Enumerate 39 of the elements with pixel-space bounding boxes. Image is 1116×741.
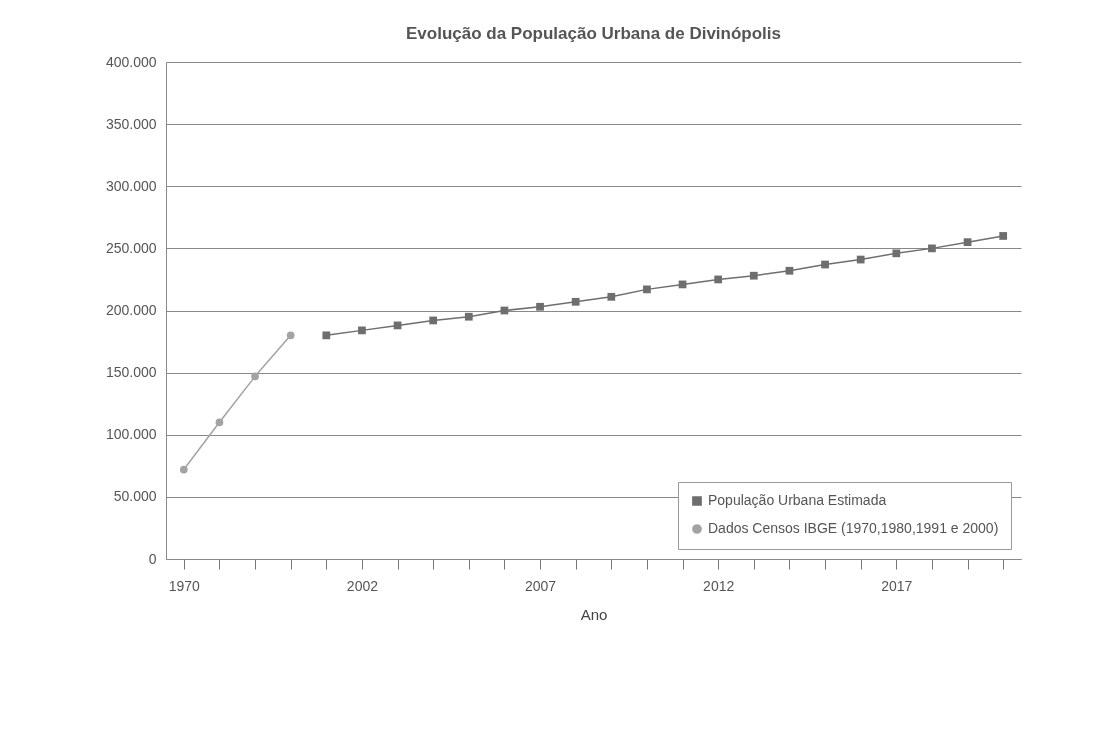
chart-title: Evolução da População Urbana de Divinópolis (405, 24, 782, 43)
x-tick-label: 2017 (881, 577, 913, 594)
point (607, 292, 616, 301)
y-tick-label: 200.000 (105, 302, 157, 318)
point (928, 244, 936, 253)
point (821, 260, 829, 269)
y-tick-label: 150.000 (105, 364, 157, 381)
x-tick-label: 2002 (346, 577, 379, 594)
y-tick-label: 300.000 (105, 177, 157, 194)
point (571, 297, 580, 306)
point (785, 266, 794, 275)
x-tick-label: 2012 (703, 577, 735, 594)
legend-label: População Urbana Estimada (708, 492, 887, 508)
point (322, 331, 331, 340)
point (963, 238, 972, 247)
y-tick-label: 50.000 (113, 488, 157, 505)
point (999, 232, 1008, 240)
y-tick-label: 350.000 (105, 115, 157, 132)
legend-label: Dados Censos IBGE (1970,1980,1991 e 2000) (708, 520, 999, 536)
point (286, 331, 295, 340)
y-tick-label: 0 (148, 550, 157, 567)
x-tick-label: 1970 (168, 577, 201, 594)
point (749, 271, 758, 280)
point (215, 418, 224, 427)
point (714, 275, 723, 284)
point (464, 312, 473, 321)
point (251, 372, 259, 381)
y-tick-label: 100.000 (105, 426, 157, 443)
point (856, 255, 865, 264)
point (358, 326, 366, 335)
point (179, 465, 188, 474)
point (429, 316, 438, 325)
y-tick-label: 400.000 (105, 53, 157, 70)
x-tick-label: 2007 (524, 577, 557, 594)
point (536, 302, 544, 311)
point (643, 285, 651, 294)
y-tick-label: 250.000 (105, 239, 157, 256)
x-axis-title: Ano (580, 605, 608, 623)
point (892, 249, 901, 258)
